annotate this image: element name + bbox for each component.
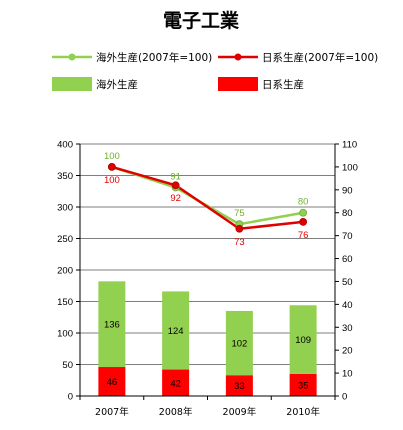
line-data-label: 75 xyxy=(234,208,245,219)
left-tick-label: 0 xyxy=(68,392,73,403)
right-tick-label: 40 xyxy=(342,300,353,311)
bar-data-label: 46 xyxy=(107,377,118,388)
series-line xyxy=(111,165,304,231)
left-tick-label: 150 xyxy=(57,297,73,308)
bar-data-label: 35 xyxy=(298,380,309,391)
left-tick-label: 200 xyxy=(57,266,73,277)
line-marker xyxy=(235,224,244,233)
bar-segment xyxy=(98,367,126,396)
bar-data-label: 109 xyxy=(295,335,311,346)
line-data-label: 91 xyxy=(170,172,181,183)
right-tick-label: 110 xyxy=(342,140,357,151)
data-labels: 46 136 42 124 33 102 35 109 100 91 75 80 100 92 73 76 xyxy=(104,151,311,392)
x-tick-label: 2007年 xyxy=(95,406,129,418)
legend-label: 日系生産(2007年=100) xyxy=(262,51,378,64)
left-tick-label: 50 xyxy=(62,360,73,371)
right-tick-label: 100 xyxy=(342,162,358,173)
legend-label: 海外生産(2007年=100) xyxy=(96,51,212,64)
right-tick-label: 30 xyxy=(342,323,353,334)
right-tick-label: 60 xyxy=(342,254,353,265)
right-tick-label: 20 xyxy=(342,346,353,357)
line-marker xyxy=(299,208,308,217)
line-marker xyxy=(171,181,180,190)
right-tick-label: 10 xyxy=(342,369,353,380)
line-marker xyxy=(299,217,308,226)
bar-segment xyxy=(225,375,253,396)
bar-segment xyxy=(289,373,317,396)
legend-marker xyxy=(68,53,76,61)
bar-segment xyxy=(289,305,317,374)
left-tick-label: 100 xyxy=(57,329,73,340)
left-tick-label: 350 xyxy=(57,171,73,182)
bar-data-label: 33 xyxy=(234,381,245,392)
line-data-label: 80 xyxy=(298,197,309,208)
line-marker xyxy=(107,163,116,171)
bar-segment xyxy=(225,310,253,376)
bar-segment xyxy=(98,281,126,368)
legend-marker xyxy=(234,53,242,61)
line-data-label: 100 xyxy=(104,175,120,186)
right-tick-label: 50 xyxy=(342,277,353,288)
bar-segment xyxy=(162,369,190,396)
legend: 海外生産(2007年=100) 日系生産(2007年=100) 海外生産 日系生産 xyxy=(52,51,378,91)
bar-data-label: 102 xyxy=(231,339,247,350)
legend-label: 日系生産 xyxy=(262,78,304,91)
lines xyxy=(107,163,308,233)
bar-segment xyxy=(162,291,190,370)
line-data-label: 100 xyxy=(104,151,120,162)
legend-bar-swatch xyxy=(218,77,258,91)
right-tick-label: 80 xyxy=(342,208,353,219)
x-tick-label: 2010年 xyxy=(286,406,320,418)
right-tick-label: 70 xyxy=(342,231,353,242)
chart-title: 電子工業 xyxy=(163,9,240,32)
legend-bar-swatch xyxy=(52,77,92,91)
right-tick-label: 0 xyxy=(342,392,347,403)
bar-data-label: 42 xyxy=(170,378,181,389)
legend-label: 海外生産 xyxy=(96,78,138,91)
bar-data-label: 124 xyxy=(168,326,184,337)
axes: 0 50 100 150 200 250 300 350 400 0 10 20 30 40 50 60 70 8… xyxy=(57,140,358,419)
x-tick-label: 2008年 xyxy=(159,406,193,418)
line-data-label: 73 xyxy=(234,237,245,248)
line-data-label: 92 xyxy=(170,193,181,204)
bar-data-label: 136 xyxy=(104,320,120,331)
left-tick-label: 400 xyxy=(57,140,73,151)
line-data-label: 76 xyxy=(298,230,309,241)
left-tick-label: 300 xyxy=(57,203,73,214)
right-tick-label: 90 xyxy=(342,185,353,196)
left-tick-label: 250 xyxy=(57,234,73,245)
bars xyxy=(98,281,317,396)
x-tick-label: 2009年 xyxy=(223,406,257,418)
